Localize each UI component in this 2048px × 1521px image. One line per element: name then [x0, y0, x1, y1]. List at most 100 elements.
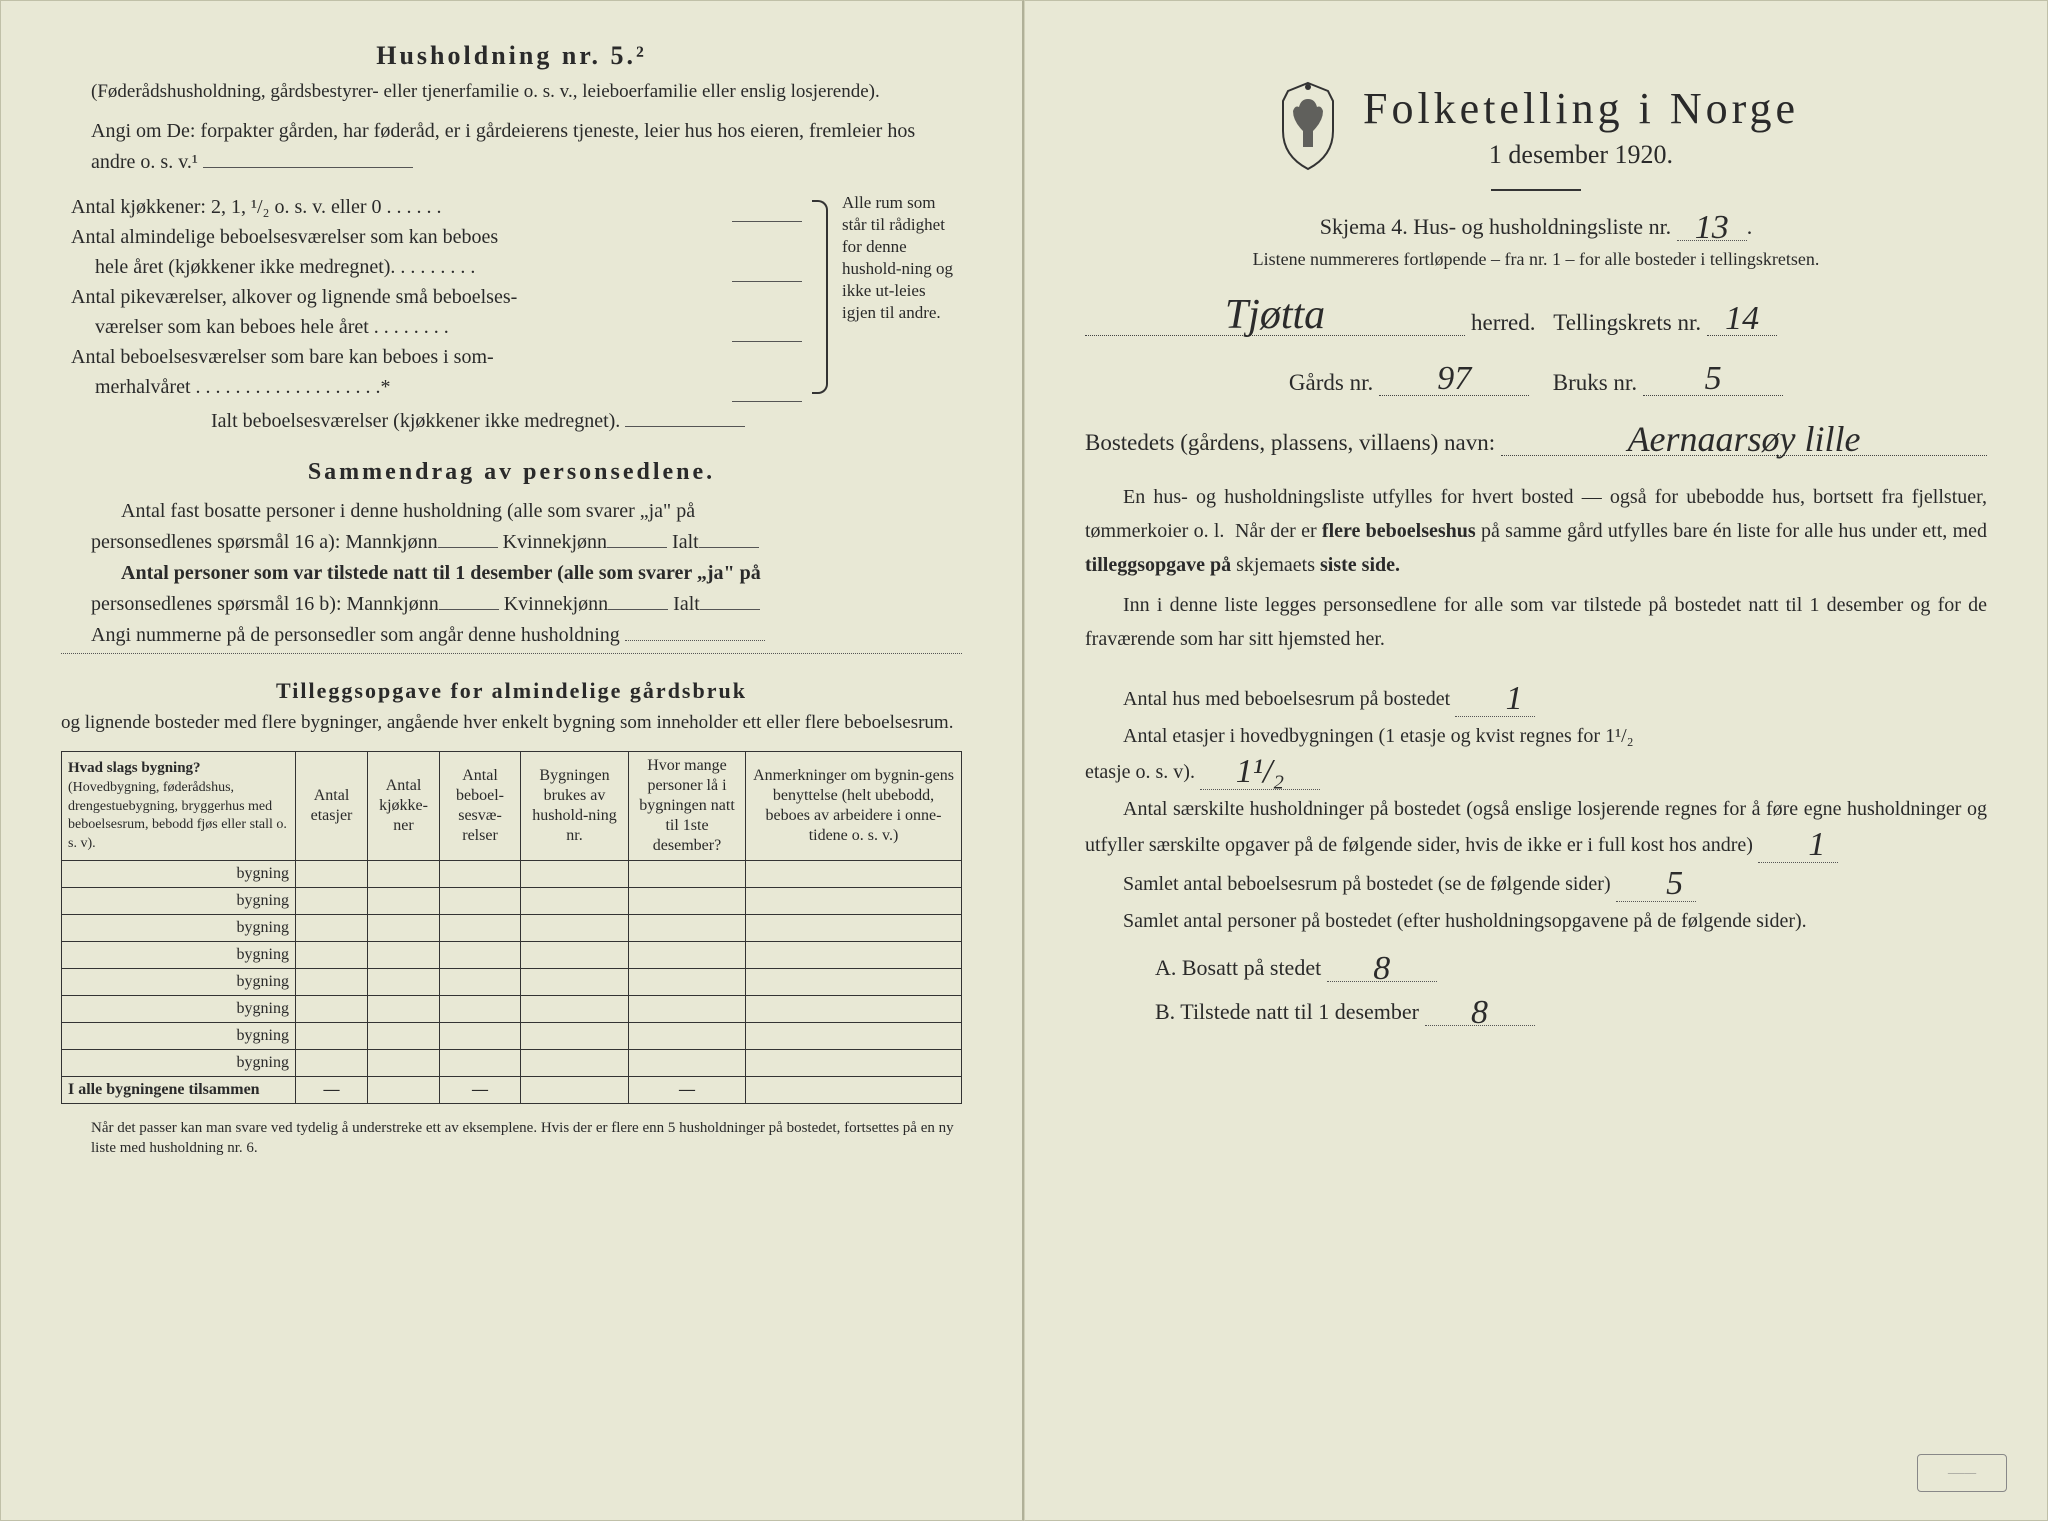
rooms-lines: Antal kjøkkener: 2, 1, ¹/₂ o. s. v. elle…	[71, 192, 802, 402]
angi-fill	[203, 167, 413, 168]
tillegg-sub: og lignende bosteder med flere bygninger…	[61, 708, 962, 737]
qb-label: B. Tilstede natt til 1 desember	[1155, 999, 1419, 1024]
row-label: bygning	[62, 1050, 296, 1077]
q5-label: Samlet antal personer på bostedet (efter…	[1085, 904, 1987, 938]
title-block: Folketelling i Norge 1 desember 1920.	[1363, 83, 1799, 170]
para1: En hus- og husholdningsliste utfylles fo…	[1085, 480, 1987, 582]
angi-text: Angi om De: forpakter gården, har føderå…	[91, 120, 915, 173]
ialt-fill-1	[699, 547, 759, 548]
rooms-r1-fill	[732, 192, 802, 222]
th-7: Anmerkninger om bygnin-gens benyttelse (…	[746, 752, 962, 861]
q4-line: Samlet antal beboelsesrum på bostedet (s…	[1085, 865, 1987, 902]
rooms-bracket	[802, 192, 832, 402]
printer-stamp: ─────	[1917, 1454, 2007, 1492]
rooms-r2a: Antal almindelige beboelsesværelser som …	[71, 226, 498, 248]
tillegg-title: Tilleggsopgave for almindelige gårdsbruk	[61, 678, 962, 704]
skjema-label: Skjema 4. Hus- og husholdningsliste nr.	[1320, 214, 1671, 239]
row-label: bygning	[62, 861, 296, 888]
crest-icon	[1273, 81, 1343, 171]
bosted-value: Aernaarsøy lille	[1628, 423, 1861, 455]
bold1: flere beboelseshus	[1322, 520, 1476, 542]
row-label: bygning	[62, 969, 296, 996]
header-row: Folketelling i Norge 1 desember 1920.	[1085, 81, 1987, 171]
q2a: Antal etasjer i hovedbygningen (1 etasje…	[1085, 719, 1987, 753]
row-label: bygning	[62, 996, 296, 1023]
table-row: bygning	[62, 969, 962, 996]
rooms-r2b: hele året (kjøkkener ikke medregnet). . …	[71, 252, 732, 282]
rooms-r3a: Antal pikeværelser, alkover og lignende …	[71, 286, 517, 308]
ialt-row: Ialt beboelsesværelser (kjøkkener ikke m…	[211, 410, 962, 433]
q1-value: 1	[1506, 680, 1523, 717]
sammen-p2a: Antal personer som var tilstede natt til…	[91, 558, 962, 589]
rooms-block: Antal kjøkkener: 2, 1, ¹/₂ o. s. v. elle…	[71, 192, 962, 402]
sammendrag-title: Sammendrag av personsedlene.	[61, 459, 962, 486]
sammen-p3-fill	[625, 640, 765, 641]
rooms-r1: Antal kjøkkener: 2, 1, ¹/₂ o. s. v. elle…	[71, 192, 732, 222]
right-page: Folketelling i Norge 1 desember 1920. Sk…	[1024, 0, 2048, 1521]
sammen-p2b-row: personsedlenes spørsmål 16 b): Mannkjønn…	[91, 589, 962, 620]
sammen-p3-row: Angi nummerne på de personsedler som ang…	[91, 620, 962, 651]
sammen-p1a: Antal fast bosatte personer i denne hush…	[91, 496, 962, 527]
row-label: bygning	[62, 915, 296, 942]
q1-line: Antal hus med beboelsesrum på bostedet 1	[1085, 680, 1987, 717]
building-table: Hvad slags bygning? (Hovedbygning, føder…	[61, 751, 962, 1104]
q3-label: Antal særskilte husholdninger på bostede…	[1085, 798, 1987, 856]
q2-value: 1¹/₂	[1236, 753, 1284, 790]
row-label: bygning	[62, 942, 296, 969]
table-row: bygning	[62, 915, 962, 942]
q5-line: Samlet antal personer på bostedet (efter…	[1085, 904, 1987, 938]
table-row: bygning	[62, 861, 962, 888]
rooms-r4b: merhalvåret . . . . . . . . . . . . . . …	[71, 372, 732, 402]
th-1a: Hvad slags bygning?	[68, 760, 201, 776]
herred-value: Tjøtta	[1225, 297, 1325, 335]
bold2: tilleggsopgave på	[1085, 554, 1231, 576]
herred-line: Tjøtta herred. Tellingskrets nr. 14	[1085, 306, 1987, 336]
household-5-subtitle: (Føderådshusholdning, gårdsbestyrer- ell…	[91, 79, 962, 106]
ialt-lbl-1: Ialt	[672, 531, 699, 553]
sammen-p3: Angi nummerne på de personsedler som ang…	[91, 624, 620, 646]
ialt-lbl-2: Ialt	[673, 593, 700, 615]
list-nr: 13	[1695, 209, 1729, 246]
th-1b: (Hovedbygning, føderådshus, drengestueby…	[68, 780, 287, 851]
sammen-p1b-row: personsedlenes spørsmål 16 a): Mannkjønn…	[91, 527, 962, 558]
bosted-label: Bostedets (gårdens, plassens, villaens) …	[1085, 430, 1495, 456]
skjema-line: Skjema 4. Hus- og husholdningsliste nr. …	[1085, 209, 1987, 241]
krets-value: 14	[1725, 304, 1759, 335]
row-label: bygning	[62, 888, 296, 915]
krets-label: Tellingskrets nr.	[1553, 310, 1701, 336]
qa-line: A. Bosatt på stedet 8	[1155, 950, 1987, 982]
para2-text: Inn i denne liste legges personsedlene f…	[1085, 588, 1987, 656]
footnote: Når det passer kan man svare ved tydelig…	[91, 1118, 962, 1159]
rooms-r2-fill	[732, 252, 802, 282]
document-spread: Husholdning nr. 5.² (Føderådshusholdning…	[0, 0, 2048, 1521]
rooms-r3-fill	[732, 312, 802, 342]
table-body: bygning bygning bygning bygning bygning …	[62, 861, 962, 1104]
bruks-label: Bruks nr.	[1553, 370, 1637, 396]
kvinne-fill-2	[608, 609, 668, 610]
q4-value: 5	[1666, 865, 1683, 902]
ialt-fill-2	[700, 609, 760, 610]
long-dotline	[61, 653, 962, 654]
gards-line: Gårds nr. 97 Bruks nr. 5	[1085, 366, 1987, 396]
gards-value: 97	[1437, 364, 1471, 395]
main-title: Folketelling i Norge	[1363, 83, 1799, 134]
qb-line: B. Tilstede natt til 1 desember 8	[1155, 994, 1987, 1026]
total-label: I alle bygningene tilsammen	[62, 1077, 296, 1104]
rooms-r3b: værelser som kan beboes hele året . . . …	[71, 312, 732, 342]
qb-value: 8	[1471, 994, 1488, 1031]
bruks-value: 5	[1705, 364, 1722, 395]
household-5-title: Husholdning nr. 5.²	[61, 41, 962, 71]
ialt-label: Ialt beboelsesværelser (kjøkkener ikke m…	[211, 410, 620, 432]
table-row: bygning	[62, 942, 962, 969]
left-page: Husholdning nr. 5.² (Føderådshusholdning…	[0, 0, 1024, 1521]
angi-paragraph: Angi om De: forpakter gården, har føderå…	[91, 116, 962, 178]
listene-note: Listene nummereres fortløpende – fra nr.…	[1085, 249, 1987, 270]
th-4: Antal beboel-sesvæ-relser	[440, 752, 521, 861]
sammen-p1b: personsedlenes spørsmål 16 a): Mannkjønn	[91, 531, 438, 553]
mann-fill-2	[439, 609, 499, 610]
table-total-row: I alle bygningene tilsammen ———	[62, 1077, 962, 1104]
main-date: 1 desember 1920.	[1363, 140, 1799, 170]
q2b: etasje o. s. v).	[1085, 761, 1195, 783]
herred-label: herred.	[1471, 310, 1536, 336]
q3-line: Antal særskilte husholdninger på bostede…	[1085, 792, 1987, 863]
